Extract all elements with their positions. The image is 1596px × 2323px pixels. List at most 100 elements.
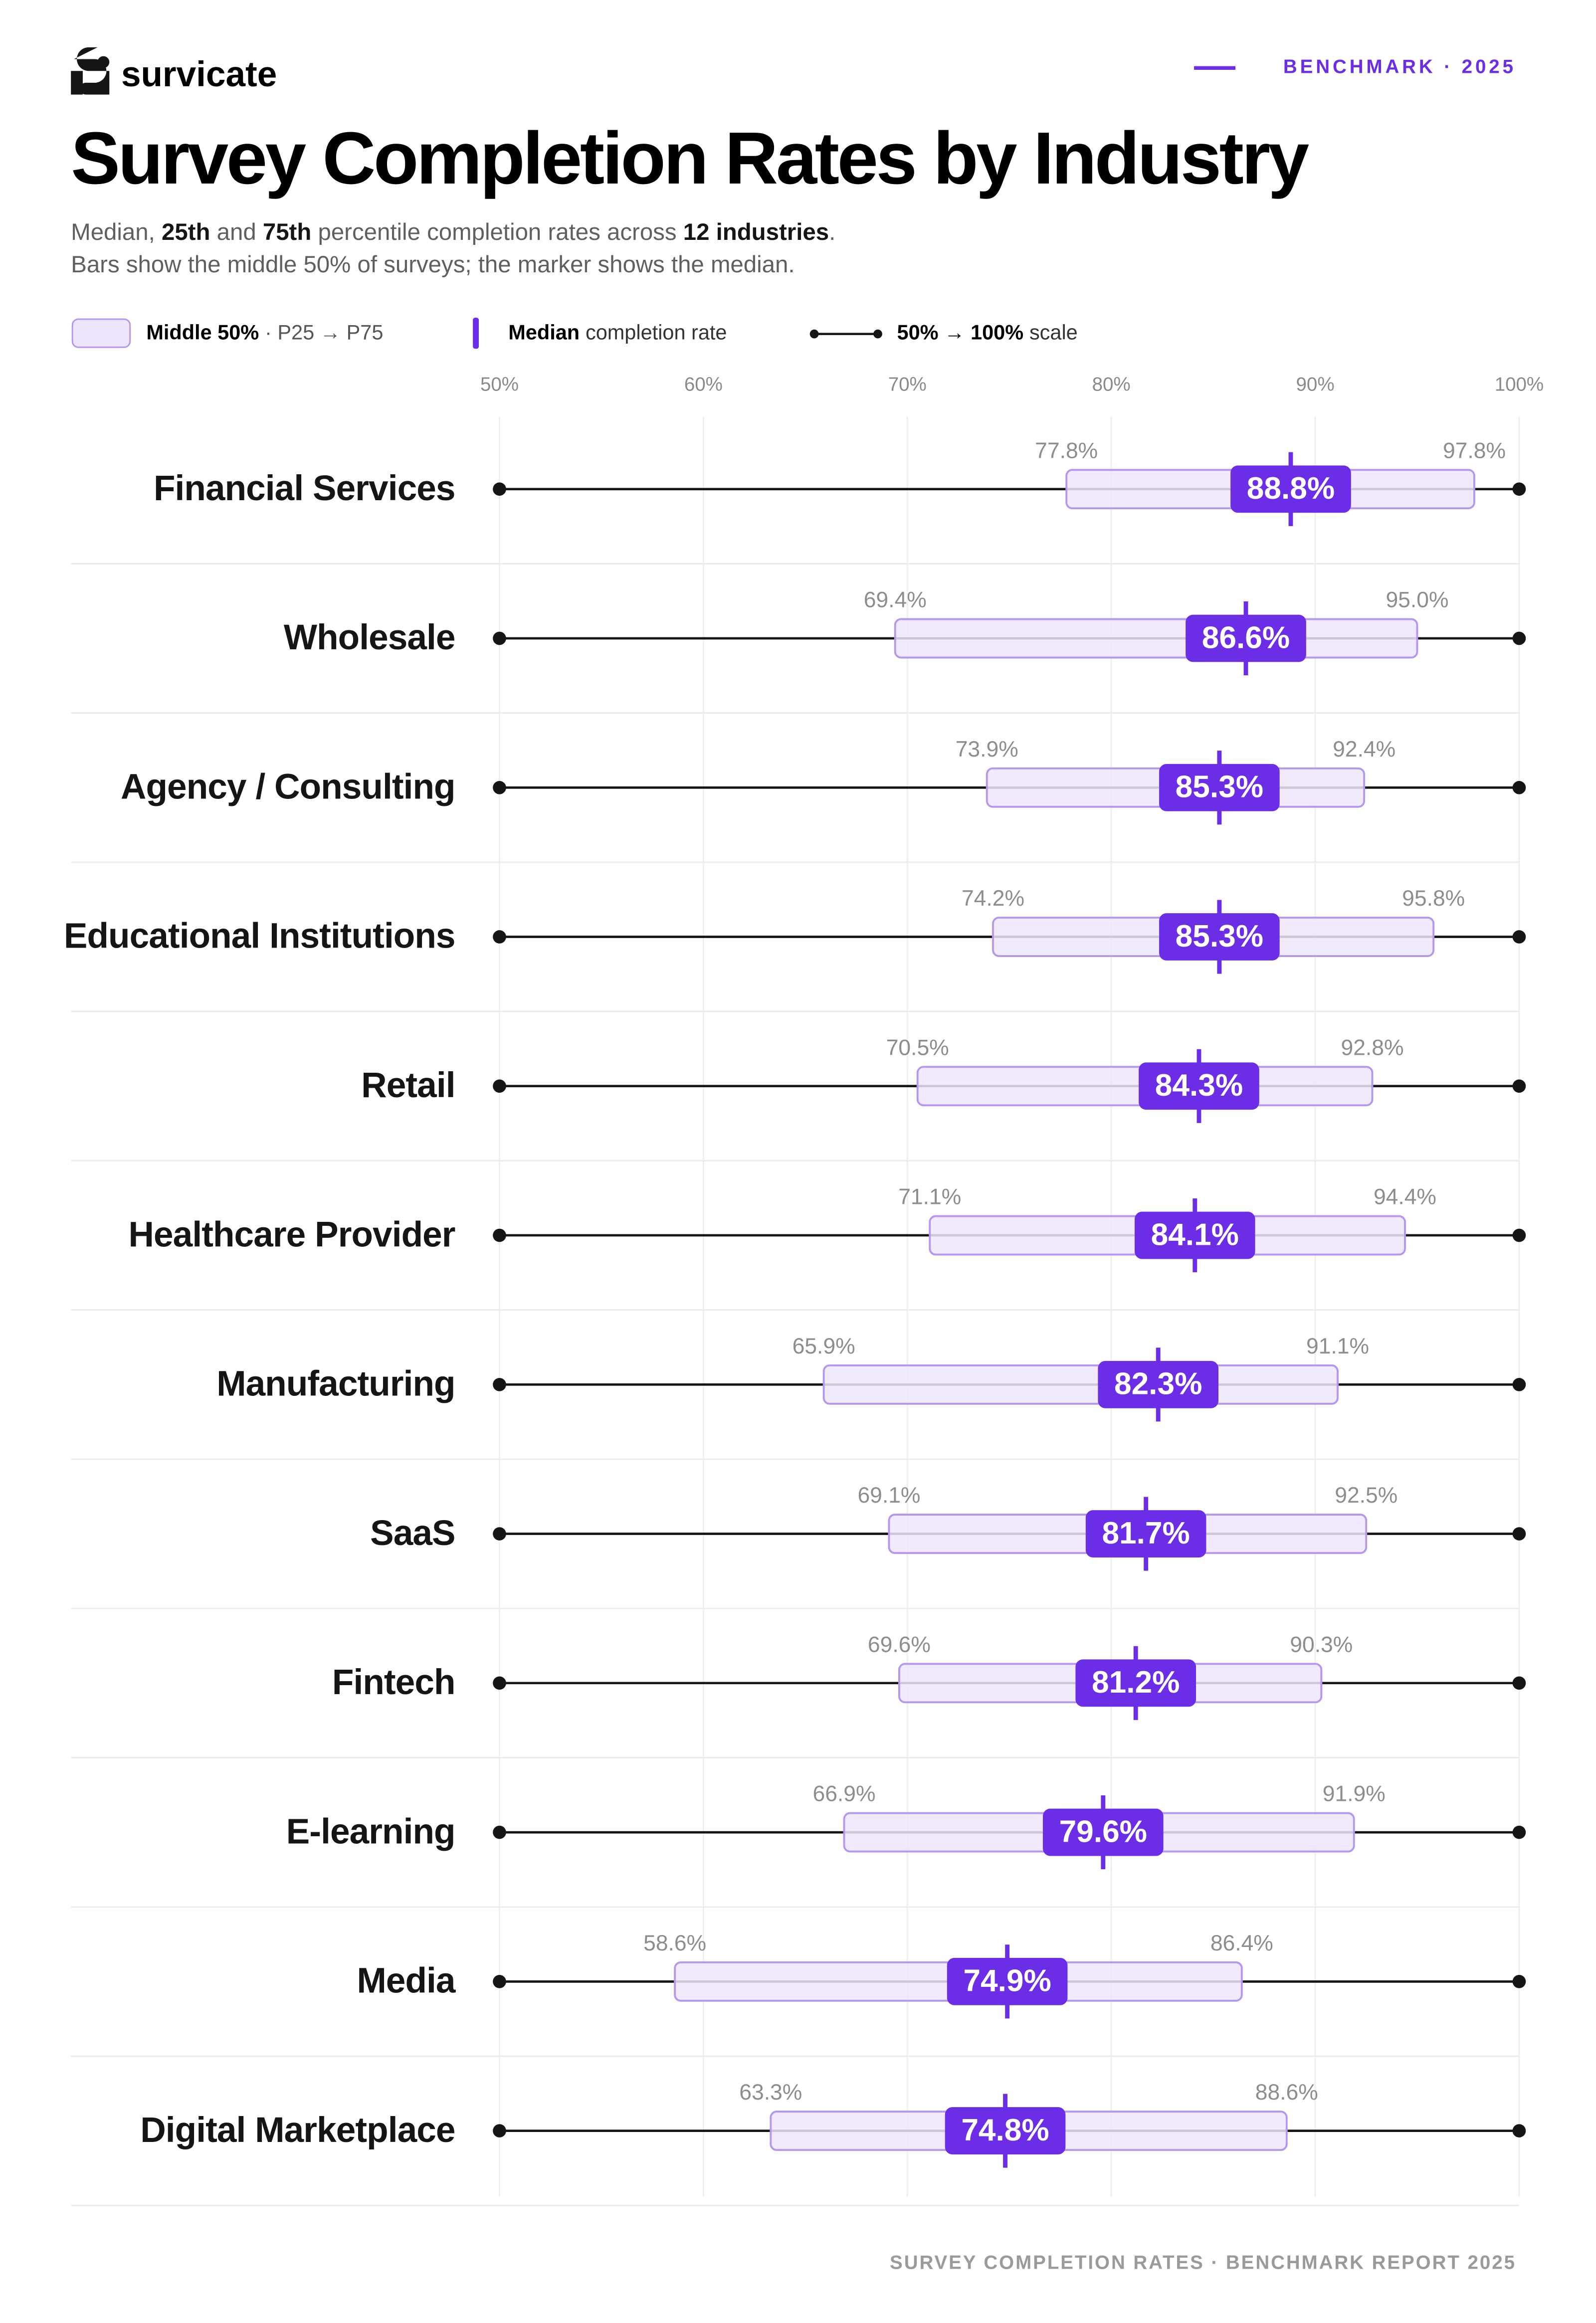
p25-label: 70.5% <box>886 1035 949 1060</box>
chart-title: Survey Completion Rates by Industry <box>71 117 1309 199</box>
scale-end <box>493 930 506 944</box>
median-label: 79.6% <box>1059 1814 1147 1849</box>
scale-end <box>1512 2124 1526 2137</box>
p25-label: 65.9% <box>793 1334 855 1358</box>
median-label: 81.2% <box>1092 1665 1180 1700</box>
median-badge: 81.2% <box>1075 1659 1197 1707</box>
median-label: 74.9% <box>963 1964 1051 1998</box>
legend-label: · P25 → P75 <box>265 321 383 344</box>
legend-swatch <box>71 318 131 348</box>
p25-label: 71.1% <box>898 1185 961 1209</box>
scale-end <box>1512 1228 1526 1242</box>
median-badge-box <box>1085 1510 1206 1557</box>
category-label: Digital Marketplace <box>140 2111 455 2151</box>
scale-end <box>1512 1527 1526 1541</box>
p25-label: 69.1% <box>857 1483 920 1508</box>
footer: SURVEY COMPLETION RATES · BENCHMARK REPO… <box>890 2252 1516 2273</box>
category-label: Retail <box>361 1066 455 1106</box>
legend-entry: Middle 50% · P25 → P75 <box>146 321 383 344</box>
median-badge-box <box>947 1957 1068 2005</box>
p75-label: 86.4% <box>1210 1931 1273 1955</box>
category-label: Educational Institutions <box>63 917 456 957</box>
p75-label: 88.6% <box>1255 2080 1318 2105</box>
category-label: Fintech <box>332 1663 456 1703</box>
category-label: E-learning <box>286 1812 456 1853</box>
brand: survicate <box>121 55 277 94</box>
scale-end <box>493 2124 506 2137</box>
p25-label: 58.6% <box>643 1931 706 1955</box>
x-tick-label: 80% <box>1092 374 1131 395</box>
median-badge-box <box>1230 465 1351 513</box>
subtitle-run: 75th <box>263 219 311 245</box>
median-badge: 81.7% <box>1085 1510 1206 1557</box>
grid <box>498 416 1520 2197</box>
category-label: Media <box>357 1961 455 2002</box>
median-badge-box <box>1159 764 1280 811</box>
legend-label: Median <box>508 321 580 344</box>
median-badge: 86.6% <box>1186 614 1306 662</box>
p75-label: 90.3% <box>1290 1632 1353 1657</box>
legend-label: scale <box>1029 321 1078 344</box>
p25-label: 73.9% <box>956 737 1018 762</box>
p25-label: 69.6% <box>868 1632 931 1657</box>
p25-label: 74.2% <box>962 886 1024 911</box>
scale-end <box>1512 482 1526 496</box>
median-label: 82.3% <box>1114 1367 1202 1401</box>
median-label: 74.8% <box>961 2113 1049 2147</box>
p75-label: 97.8% <box>1443 438 1506 463</box>
p75-label: 92.8% <box>1341 1035 1404 1060</box>
median-badge-box <box>1075 1659 1197 1707</box>
scale-end <box>1512 1377 1526 1391</box>
median-label: 86.6% <box>1202 620 1290 655</box>
legend-swatch <box>473 318 479 349</box>
category-label: Manufacturing <box>216 1364 455 1405</box>
scale-end <box>1512 1825 1526 1839</box>
p25-label: 63.3% <box>739 2080 802 2105</box>
scale-end <box>1512 780 1526 794</box>
p25-label: 77.8% <box>1035 438 1098 463</box>
scale-end <box>1512 1974 1526 1988</box>
p75-label: 94.4% <box>1374 1185 1436 1209</box>
x-tick-label: 60% <box>684 374 723 395</box>
scale-end <box>493 1228 506 1242</box>
median-badge-box <box>1098 1360 1218 1408</box>
scale-end <box>493 1676 506 1690</box>
subtitle-run: Median, <box>71 219 162 245</box>
iqr-bar <box>822 1364 1339 1405</box>
x-tick-label: 50% <box>480 374 519 395</box>
median-badge-box <box>1159 913 1280 961</box>
legend-label: completion rate <box>586 321 727 344</box>
median-badge: 79.6% <box>1042 1808 1164 1856</box>
subtitle-run: percentile completion rates across <box>311 219 683 245</box>
subtitle-run: 12 industries <box>683 219 829 245</box>
x-tick-label: 90% <box>1296 374 1335 395</box>
p75-label: 91.1% <box>1306 1334 1369 1358</box>
category-label: Agency / Consulting <box>121 768 455 808</box>
x-tick-label: 100% <box>1495 374 1544 395</box>
legend-swatch <box>873 329 882 339</box>
scale-end <box>1512 930 1526 944</box>
median-badge: 84.1% <box>1134 1211 1255 1259</box>
category-label: Financial Services <box>153 469 456 509</box>
p75-label: 95.0% <box>1386 588 1448 612</box>
iqr-bar <box>894 618 1418 659</box>
subtitle: Median, 25th and 75th percentile complet… <box>71 219 835 245</box>
category-label: SaaS <box>370 1514 455 1554</box>
median-badge: 85.3% <box>1159 913 1280 961</box>
scale-end <box>493 1377 506 1391</box>
subtitle-run: 25th <box>162 219 210 245</box>
scale-end <box>493 1974 506 1988</box>
median-badge-box <box>1139 1062 1259 1110</box>
scale-end <box>493 631 506 645</box>
legend-label: 50% → 100% <box>897 321 1024 344</box>
x-tick-label: 70% <box>888 374 927 395</box>
badge: BENCHMARK · 2025 <box>1283 56 1516 77</box>
median-badge: 82.3% <box>1098 1360 1218 1408</box>
legend-label: Middle 50% <box>146 321 259 344</box>
median-badge: 74.9% <box>947 1957 1068 2005</box>
legend-entry: Median completion rate <box>508 321 727 344</box>
legend-entry: 50% → 100% scale <box>897 321 1078 344</box>
